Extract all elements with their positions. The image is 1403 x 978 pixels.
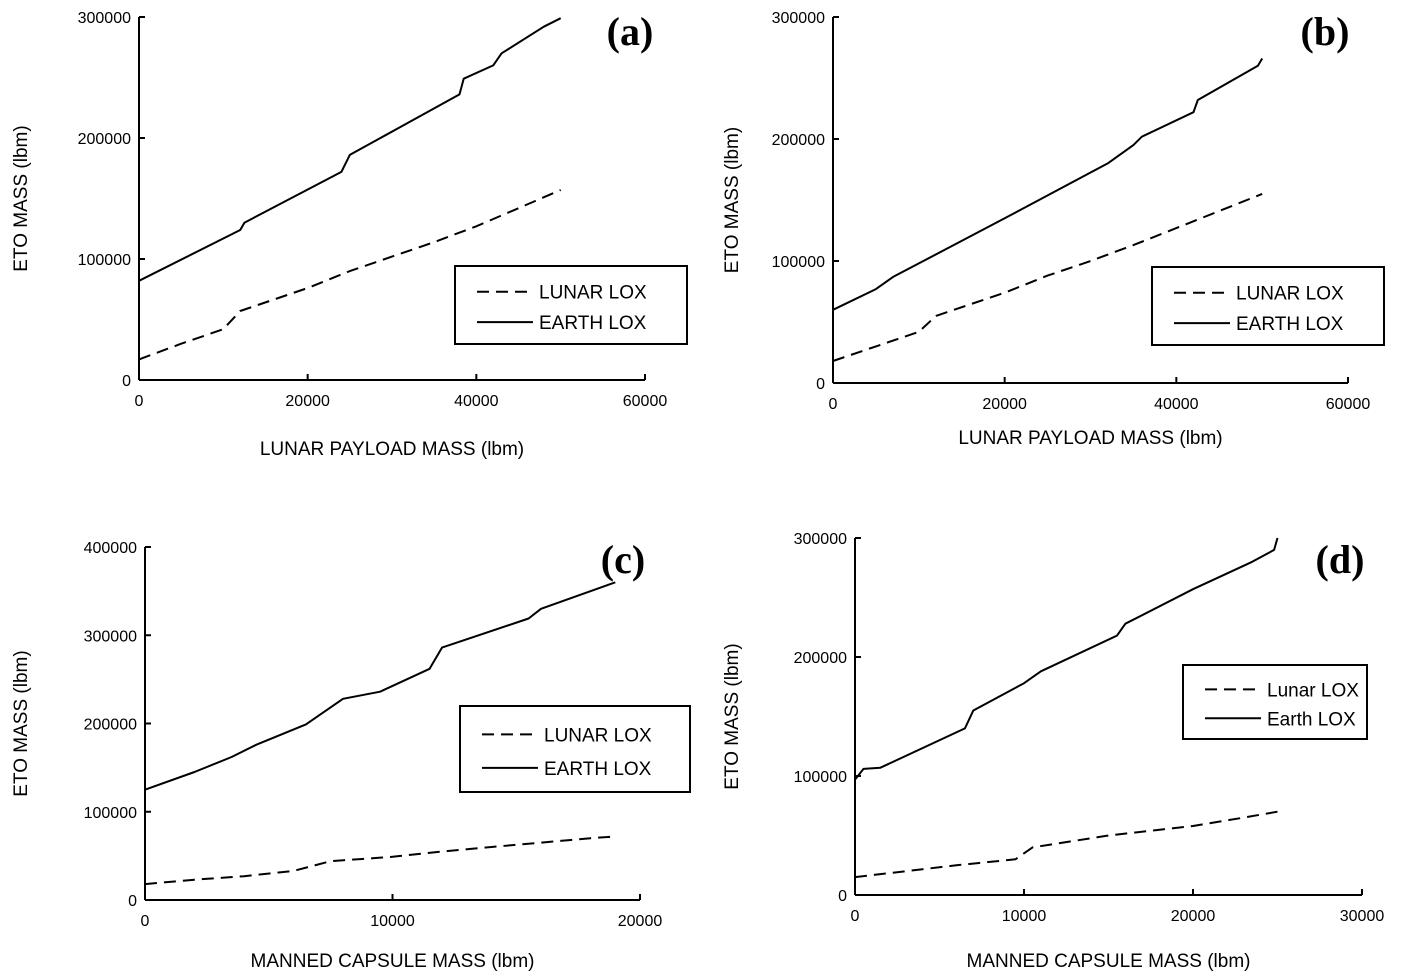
legend: LUNAR LOX EARTH LOX — [454, 265, 688, 345]
legend-label: Earth LOX — [1267, 709, 1356, 730]
x-axis-label: MANNED CAPSULE MASS (lbm) — [967, 951, 1251, 972]
y-tick-label: 300000 — [772, 10, 825, 27]
x-tick-label: 40000 — [1154, 396, 1199, 413]
x-tick-label: 20000 — [285, 393, 330, 410]
x-tick-label: 0 — [141, 913, 150, 930]
legend-box — [459, 705, 691, 793]
series-line-lunar-lox — [138, 189, 562, 361]
x-tick-label: 0 — [829, 396, 838, 413]
legend-label: EARTH LOX — [1236, 314, 1344, 335]
y-tick-label: 200000 — [84, 717, 137, 734]
y-tick-label: 0 — [816, 376, 825, 393]
x-tick-label: 0 — [135, 393, 144, 410]
chart-panel-a: 0 100000 200000 300000 0 20000 40000 60000 LUNAR… — [11, 9, 688, 460]
y-tick-label: 100000 — [772, 254, 825, 271]
series-line-lunar-lox — [854, 810, 1278, 879]
y-tick-label: 100000 — [78, 252, 131, 269]
x-axis-label: LUNAR PAYLOAD MASS (lbm) — [958, 428, 1222, 449]
series-line-lunar-lox — [144, 835, 616, 886]
y-tick-label: 200000 — [794, 650, 847, 667]
legend-box — [454, 265, 688, 345]
legend: LUNAR LOX EARTH LOX — [1151, 266, 1385, 346]
legend-label: Lunar LOX — [1267, 680, 1359, 701]
x-tick-label: 20000 — [1171, 908, 1216, 925]
legend-box — [1182, 664, 1368, 740]
x-tick-label: 40000 — [454, 393, 499, 410]
x-tick-label: 0 — [851, 908, 860, 925]
chart-panel-d: 0 100000 200000 300000 0 10000 20000 30000 MANNE… — [722, 531, 1384, 972]
y-axis-label: ETO MASS (lbm) — [722, 127, 743, 273]
series-line-earth-lox — [144, 581, 616, 791]
y-tick-label: 300000 — [78, 10, 131, 27]
y-tick-label: 0 — [838, 888, 847, 905]
y-tick-label: 300000 — [794, 531, 847, 548]
y-tick-label: 0 — [122, 373, 131, 390]
y-tick-label: 300000 — [84, 628, 137, 645]
series-line-earth-lox — [854, 537, 1279, 781]
x-tick-label: 10000 — [370, 913, 415, 930]
series-line-earth-lox — [832, 57, 1264, 311]
x-tick-label: 30000 — [1340, 908, 1385, 925]
panel-label: (a) — [607, 9, 654, 54]
x-tick-label: 20000 — [618, 913, 663, 930]
legend-label: EARTH LOX — [544, 759, 652, 780]
chart-panel-b: 0 100000 200000 300000 0 20000 40000 60000 LUNAR… — [722, 9, 1385, 449]
legend-box — [1151, 266, 1385, 346]
y-tick-label: 100000 — [84, 805, 137, 822]
legend-label: LUNAR LOX — [1236, 284, 1344, 305]
x-tick-label: 60000 — [623, 393, 668, 410]
y-tick-label: 0 — [128, 893, 137, 910]
y-tick-label: 400000 — [84, 540, 137, 557]
x-axis-label: LUNAR PAYLOAD MASS (lbm) — [260, 439, 524, 460]
legend: LUNAR LOX EARTH LOX — [459, 705, 691, 793]
y-axis-label: ETO MASS (lbm) — [11, 125, 32, 271]
chart-panel-c: 0 100000 200000 300000 400000 0 10000 20000 MANN… — [11, 537, 691, 972]
y-tick-label: 100000 — [794, 769, 847, 786]
legend-label: LUNAR LOX — [539, 283, 647, 304]
series-line-lunar-lox — [832, 192, 1263, 362]
x-tick-label: 20000 — [982, 396, 1027, 413]
y-tick-label: 200000 — [78, 131, 131, 148]
y-tick-label: 200000 — [772, 132, 825, 149]
x-axis-label: MANNED CAPSULE MASS (lbm) — [251, 951, 535, 972]
legend: Lunar LOX Earth LOX — [1182, 664, 1368, 740]
x-tick-label: 10000 — [1002, 908, 1047, 925]
panel-label: (b) — [1301, 9, 1350, 54]
panel-label: (d) — [1316, 537, 1365, 582]
y-axis-label: ETO MASS (lbm) — [11, 650, 32, 796]
series-line-earth-lox — [138, 17, 562, 282]
legend-label: EARTH LOX — [539, 313, 647, 334]
panel-label: (c) — [601, 537, 645, 582]
y-axis-label: ETO MASS (lbm) — [722, 643, 743, 789]
x-tick-label: 60000 — [1326, 396, 1371, 413]
legend-label: LUNAR LOX — [544, 725, 652, 746]
